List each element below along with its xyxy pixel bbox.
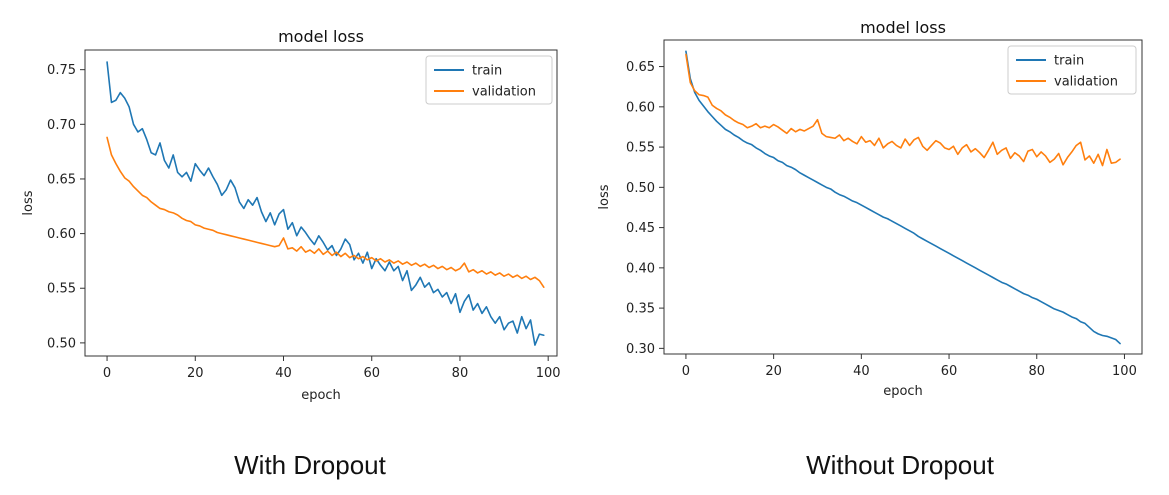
chart-panel-without-dropout: model loss 0 20 40 60 80 100 0.30 0.35 0.40 0.45 0.…: [584, 0, 1169, 440]
y-tick-label: 0.45: [626, 221, 655, 236]
caption-with-dropout: With Dropout: [234, 450, 386, 480]
y-tick-label: 0.40: [626, 261, 655, 276]
legend-label-validation: validation: [1054, 75, 1118, 90]
x-tick-label: 60: [941, 364, 958, 379]
x-axis-label: epoch: [301, 388, 341, 403]
series-line-train: [106, 61, 545, 346]
y-tick-label: 0.65: [47, 172, 76, 187]
series-line-validation: [106, 136, 545, 288]
y-tick-label: 0.55: [626, 141, 655, 156]
x-tick-label: 100: [536, 366, 561, 381]
caption-without-dropout: Without Dropout: [806, 450, 994, 480]
series-line-train: [685, 50, 1121, 345]
y-tick-label: 0.35: [626, 302, 655, 317]
y-tick-label: 0.50: [626, 181, 655, 196]
x-tick-label: 20: [187, 366, 204, 381]
x-tick-label: 0: [682, 364, 690, 379]
y-tick-label: 0.30: [626, 342, 655, 357]
y-tick-label: 0.75: [47, 63, 76, 78]
x-axis-label: epoch: [883, 384, 923, 399]
y-tick-label: 0.55: [47, 282, 76, 297]
chart-title: model loss: [278, 27, 364, 46]
y-axis-label: loss: [21, 190, 36, 215]
x-tick-label: 60: [363, 366, 380, 381]
x-tick-label: 20: [765, 364, 782, 379]
chart-panel-with-dropout: model loss 0 20 40 60 80 100 0.50 0.55 0.60 0.65 0.…: [0, 0, 580, 440]
y-tick-label: 0.65: [626, 60, 655, 75]
x-tick-label: 100: [1112, 364, 1137, 379]
x-tick-label: 80: [1028, 364, 1045, 379]
legend-label-train: train: [472, 64, 502, 79]
legend-label-validation: validation: [472, 85, 536, 100]
y-tick-label: 0.60: [47, 227, 76, 242]
y-tick-label: 0.70: [47, 118, 76, 133]
legend-label-train: train: [1054, 54, 1084, 69]
x-tick-label: 40: [275, 366, 292, 381]
series-line-validation: [685, 53, 1121, 167]
x-tick-label: 80: [452, 366, 469, 381]
x-tick-label: 0: [103, 366, 111, 381]
chart-svg-with-dropout: model loss 0 20 40 60 80 100 0.50 0.55 0.60 0.65 0.…: [21, 27, 561, 403]
x-tick-label: 40: [853, 364, 870, 379]
chart-svg-without-dropout: model loss 0 20 40 60 80 100 0.30 0.35 0.40 0.45 0.…: [597, 18, 1143, 399]
y-tick-label: 0.50: [47, 336, 76, 351]
y-axis-label: loss: [597, 184, 612, 209]
chart-title: model loss: [860, 18, 946, 37]
y-tick-label: 0.60: [626, 100, 655, 115]
